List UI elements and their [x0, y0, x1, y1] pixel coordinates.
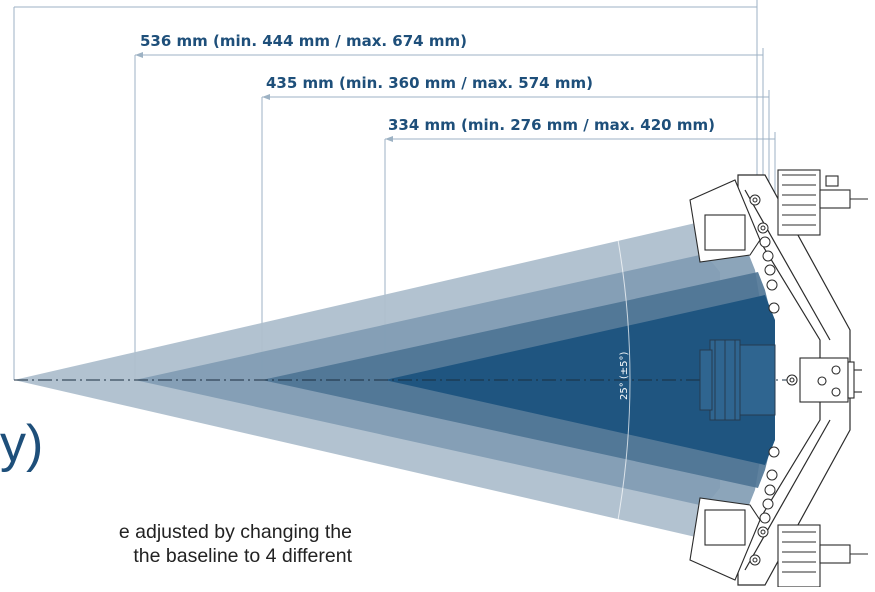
dimension-label-334: 334 mm (min. 276 mm / max. 420 mm) [388, 116, 715, 134]
angle-label: 25° (±5°) [619, 351, 630, 400]
body-paragraph: e adjusted by changing the the baseline … [0, 520, 352, 568]
camera-lens-block [699, 339, 776, 421]
top-camera-housing [689, 169, 868, 263]
body-line-2: the baseline to 4 different [133, 545, 352, 567]
bottom-camera-housing [689, 497, 868, 588]
dimension-label-435: 435 mm (min. 360 mm / max. 574 mm) [266, 74, 593, 92]
dimension-arrows [135, 52, 393, 142]
angle-arc [617, 239, 631, 521]
dimension-label-536: 536 mm (min. 444 mm / max. 674 mm) [140, 32, 467, 50]
bracket-screws [749, 194, 780, 566]
body-line-1: e adjusted by changing the [118, 521, 352, 543]
dimension-lines [13, 0, 776, 380]
section-heading-fragment: y) [0, 415, 44, 473]
center-mount [786, 357, 862, 403]
